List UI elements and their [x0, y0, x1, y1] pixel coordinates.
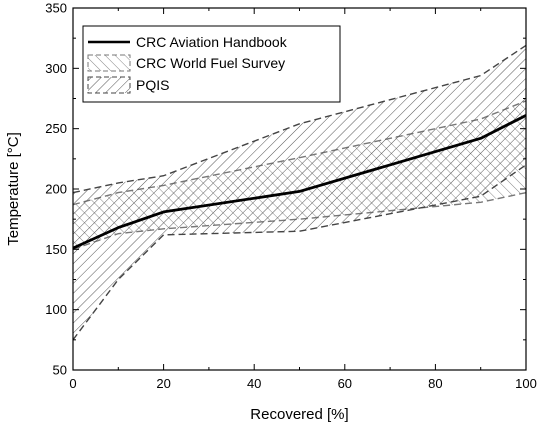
y-tick-label: 50: [53, 363, 67, 378]
x-tick-label: 20: [156, 376, 170, 391]
x-tick-label: 0: [69, 376, 76, 391]
y-tick-label: 100: [45, 302, 67, 317]
x-tick-label: 60: [338, 376, 352, 391]
legend-label-pqis: PQIS: [136, 77, 169, 93]
legend: CRC Aviation Handbook CRC World Fuel Sur…: [82, 25, 341, 103]
y-tick-label: 200: [45, 182, 67, 197]
x-tick-label: 80: [428, 376, 442, 391]
y-axis-label: Temperature [°C]: [5, 132, 22, 246]
x-axis-label: Recovered [%]: [250, 406, 348, 423]
band-pqis-upper-edge: [73, 44, 526, 194]
x-tick-label: 100: [515, 376, 537, 391]
y-tick-label: 350: [45, 1, 67, 16]
legend-label-handbook: CRC Aviation Handbook: [136, 34, 288, 50]
y-tick-label: 250: [45, 121, 67, 136]
y-tick-label: 300: [45, 61, 67, 76]
x-tick-label: 40: [247, 376, 261, 391]
legend-label-wfs: CRC World Fuel Survey: [136, 55, 285, 71]
y-tick-label: 150: [45, 242, 67, 257]
line-crc-aviation-handbook: [73, 114, 526, 250]
legend-swatch-pqis: [87, 76, 131, 94]
band-pqis-lower-edge: [73, 164, 526, 341]
legend-swatch-wfs: [87, 54, 131, 72]
